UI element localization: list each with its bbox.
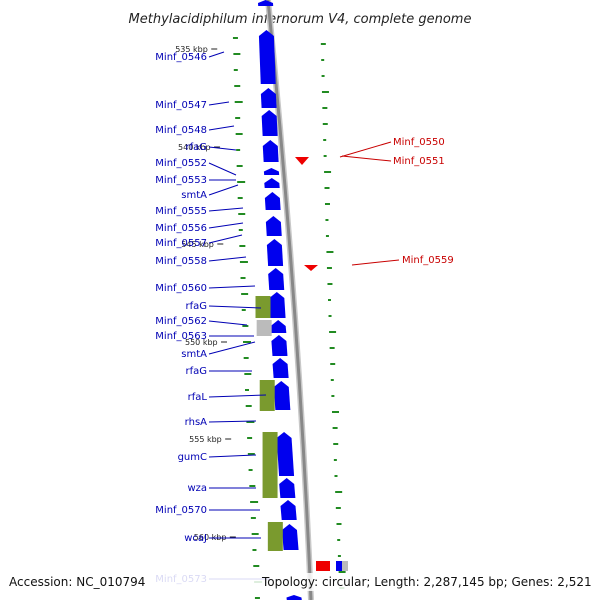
forward-gene-arrow (269, 292, 286, 318)
leader-line-left (208, 420, 257, 423)
forward-gene-arrow (258, 0, 274, 6)
forward-gene-arrow (271, 335, 288, 356)
forward-gene-arrow (270, 320, 287, 333)
leader-line-left (208, 285, 256, 289)
forward-feature-block (336, 561, 342, 571)
map-title: Methylacidiphilum infernorum V4, complet… (129, 12, 472, 27)
leader-line-left (208, 207, 244, 212)
forward-gene-arrow (276, 432, 295, 476)
forward-gene-arrow (273, 381, 291, 410)
forward-gene-arrow (268, 268, 285, 290)
gene-label-left: Minf_0552 (155, 158, 207, 169)
forward-gene-arrow (260, 88, 277, 108)
scale-tick-label: 540 kbp (178, 143, 211, 152)
rna-feature-block (267, 522, 283, 551)
forward-gene-arrow (262, 140, 279, 162)
leader-line-left (208, 341, 256, 355)
scale-tick-label: 550 kbp (185, 338, 218, 347)
gene-label-left: Minf_0546 (155, 52, 207, 63)
forward-gene-arrow (263, 168, 280, 175)
forward-gene-arrow (280, 500, 297, 520)
leader-line-left (208, 256, 247, 262)
reverse-gene-arrow (295, 157, 309, 165)
forward-gene-arrow (264, 178, 280, 188)
leader-line-right (339, 141, 392, 158)
gene-label-left: Minf_0555 (155, 206, 207, 217)
forward-gene-arrow (265, 216, 282, 236)
leader-line-left (208, 162, 237, 176)
forward-gene-arrow (258, 30, 276, 84)
gene-label-left: Minf_0563 (155, 331, 207, 342)
scale-tick-label: 545 kbp (181, 240, 214, 249)
gene-label-right: Minf_0559 (402, 255, 454, 266)
leader-line-left (208, 222, 244, 229)
left-label-group: Minf_0546 Minf_0547 Minf_0548 rfaG Minf_0552… (155, 51, 270, 585)
footer-background (0, 573, 600, 591)
leader-line-left (208, 146, 237, 151)
leader-line-left (208, 305, 262, 309)
forward-gene-arrow (261, 110, 278, 136)
forward-gene-arrow (279, 478, 296, 498)
gene-label-right: Minf_0550 (393, 137, 445, 148)
forward-gene-arrow (266, 239, 284, 266)
gene-label-left: Minf_0562 (155, 316, 207, 327)
gene-label-left: wza (187, 483, 207, 494)
gene-label-left: rfaG (185, 301, 207, 312)
leader-line-right (341, 155, 392, 162)
leader-line-right (351, 259, 400, 266)
accession-text: Accession: NC_010794 (9, 575, 145, 589)
scale-tick-label: 555 kbp (189, 435, 222, 444)
gene-label-left: Minf_0548 (155, 125, 207, 136)
rna-feature-block (262, 432, 278, 498)
gene-label-left: rfaG (185, 142, 207, 153)
pseudo-feature-block (342, 561, 348, 571)
forward-gene-arrow (281, 524, 299, 550)
leader-line-left (208, 184, 239, 196)
gene-label-left: Minf_0570 (155, 505, 207, 516)
gene-label-left: rfaG (185, 366, 207, 377)
gene-label-left: wcaJ (184, 533, 207, 544)
leader-line-left (208, 101, 230, 106)
gene-label-left: Minf_0557 (155, 238, 207, 249)
gene-label-left: rfaL (188, 392, 208, 403)
reverse-feature-block (316, 561, 330, 571)
rna-feature-block (255, 296, 271, 318)
genome-backbone-core (266, 0, 313, 600)
forward-gene-arrow (264, 192, 281, 210)
right-label-group: Minf_0550 Minf_0551 Minf_0559 (339, 137, 454, 266)
forward-gene-arrow (272, 358, 289, 378)
leader-line-left (208, 454, 257, 458)
rna-feature-block (259, 380, 275, 411)
gene-label-left: Minf_0547 (155, 100, 207, 111)
reverse-gene-arrow (304, 265, 318, 271)
gene-label-left: Minf_0553 (155, 175, 207, 186)
leader-line-left (208, 51, 225, 58)
gene-label-left: rhsA (185, 417, 207, 428)
gene-label-left: Minf_0558 (155, 256, 207, 267)
gc-content-ticks (232, 37, 346, 599)
leader-line-left (208, 125, 235, 131)
forward-gene-arrow (286, 595, 302, 600)
leader-line-left (208, 320, 248, 326)
gene-label-right: Minf_0551 (393, 156, 445, 167)
gene-label-left: Minf_0556 (155, 223, 207, 234)
topology-text: Topology: circular; Length: 2,287,145 bp… (261, 575, 592, 589)
pseudo-feature-block (256, 320, 272, 336)
scale-tick-label: 535 kbp (175, 45, 208, 54)
gene-label-left: smtA (181, 349, 207, 360)
gene-label-left: gumC (178, 452, 207, 463)
gene-label-left: Minf_0560 (155, 283, 207, 294)
gene-label-left: smtA (181, 190, 207, 201)
leader-line-left (208, 234, 243, 244)
leader-line-left (208, 394, 267, 398)
gene-track (255, 0, 348, 600)
